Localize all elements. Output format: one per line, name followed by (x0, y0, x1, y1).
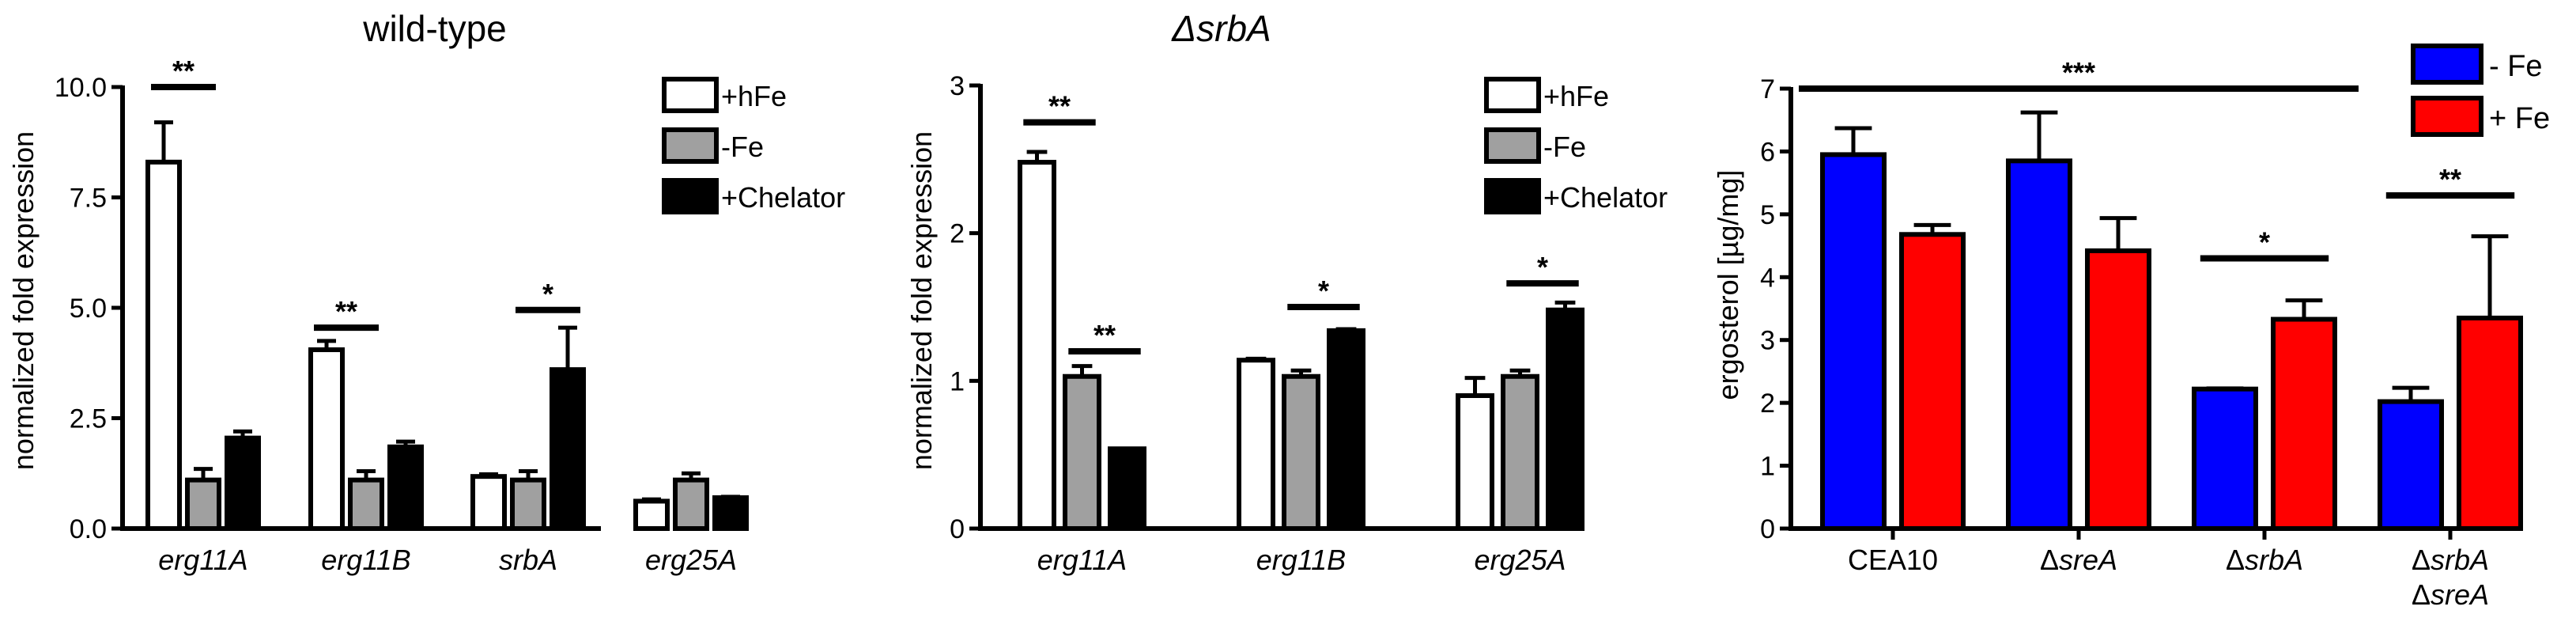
x-tick-label: CEA10 (1848, 544, 1938, 576)
bar-chelator-0 (225, 435, 261, 531)
x-tick-label: erg25A (1474, 544, 1566, 576)
x-tick-label: erg11B (321, 544, 410, 576)
legend-label-minus-fe: - Fe (2489, 50, 2543, 83)
legend-swatch-plus-fe (2411, 96, 2483, 137)
significance-label: ** (1048, 90, 1071, 123)
y-tick-label: 5.0 (70, 294, 107, 324)
legend: - Fe + Fe (2411, 44, 2550, 137)
bar-hfe-2 (470, 474, 507, 532)
x-tick-label: srbA (499, 544, 557, 576)
y-tick-label: 7 (1760, 74, 1775, 104)
panel-delta-srba: ΔsrbA normalized fold expression +hFe -F… (905, 8, 1668, 576)
y-axis-label: ergosterol [µg/mg] (1712, 170, 1744, 400)
significance-label: * (542, 278, 553, 310)
x-tick-label: erg11A (158, 544, 247, 576)
significance-label: * (1537, 251, 1548, 283)
bar-fe-0 (1899, 232, 1966, 531)
bar-fe-0 (185, 477, 221, 531)
bar-fe-1 (2006, 158, 2072, 531)
bar-fe-3 (2457, 315, 2523, 531)
bar-hfe-1 (308, 347, 345, 532)
y-tick-label: 2.5 (70, 404, 107, 434)
x-tick-label: erg11A (1037, 544, 1127, 576)
y-tick-label: 1 (1760, 452, 1775, 482)
y-tick-label: 0 (950, 514, 965, 544)
significance-label: ** (1093, 319, 1116, 351)
y-tick-label: 3 (950, 71, 965, 101)
significance-label: ** (2439, 163, 2461, 195)
legend: +hFe -Fe +Chelator (662, 77, 845, 214)
y-tick-label: 5 (1760, 200, 1775, 230)
legend-label-plus-fe: + Fe (2489, 102, 2550, 135)
bar-fe-0 (1820, 152, 1887, 531)
bar-hfe-3 (633, 498, 670, 531)
x-tick-label: erg25A (645, 544, 737, 576)
bar-fe-2 (1501, 373, 1539, 531)
legend-swatch-chelator (662, 178, 719, 214)
legend-label-hfe: +hFe (721, 80, 787, 112)
bar-chelator-0 (1108, 446, 1146, 532)
significance-label: ** (172, 55, 195, 87)
bar-fe-2 (2192, 386, 2258, 531)
y-tick-label: 3 (1760, 326, 1775, 356)
y-tick-label: 6 (1760, 137, 1775, 167)
bar-chelator-2 (1546, 307, 1585, 531)
x-tick-label: ΔsrbA (2226, 544, 2303, 576)
x-tick-label: ΔsreA (2040, 544, 2117, 576)
bar-fe-3 (2378, 399, 2444, 531)
legend-swatch-hfe (1484, 77, 1541, 113)
panel-ergosterol: ergosterol [µg/mg] - Fe + Fe 0 1 2 3 4 5 6 7 CEA… (1712, 44, 2550, 611)
y-tick-label: 4 (1760, 263, 1775, 293)
bar-fe-2 (510, 477, 546, 531)
bar-hfe-0 (145, 159, 182, 532)
y-axis-label: normalized fold expression (7, 131, 40, 470)
y-tick-label: 2 (1760, 389, 1775, 419)
bar-fe-3 (673, 477, 709, 531)
bar-chelator-1 (387, 444, 424, 532)
bar-fe-1 (348, 477, 384, 531)
x-tick-label: erg11B (1256, 544, 1346, 576)
bar-hfe-0 (1018, 160, 1056, 531)
y-tick-label: 0.0 (70, 514, 107, 544)
legend-swatch-fe (1484, 127, 1541, 164)
legend-label-chelator: +Chelator (721, 181, 845, 214)
bar-chelator-3 (712, 495, 749, 532)
bar-fe-0 (1063, 373, 1101, 531)
bar-chelator-1 (1327, 328, 1365, 531)
bar-fe-1 (1282, 373, 1320, 531)
legend-swatch-minus-fe (2411, 44, 2483, 85)
legend-swatch-fe (662, 127, 719, 164)
y-tick-label: 1 (950, 366, 965, 396)
legend-label-fe: -Fe (1543, 131, 1586, 163)
y-tick-label: 7.5 (70, 184, 107, 214)
legend-swatch-chelator (1484, 178, 1541, 214)
significance-label: *** (2062, 56, 2095, 89)
y-axis-label: normalized fold expression (905, 131, 938, 470)
legend: +hFe -Fe +Chelator (1484, 77, 1668, 214)
y-tick-label: 10.0 (55, 73, 107, 103)
legend-swatch-hfe (662, 77, 719, 113)
significance-label: * (2259, 226, 2270, 258)
panel-wild-type: wild-type normalized fold expression +hF… (7, 8, 845, 576)
y-tick-label: 0 (1760, 514, 1775, 544)
legend-label-chelator: +Chelator (1543, 181, 1668, 214)
bar-fe-2 (2271, 316, 2337, 531)
significance-label: ** (335, 295, 357, 328)
x-tick-label: ΔsreA (2412, 578, 2489, 611)
y-tick-label: 2 (950, 219, 965, 249)
legend-label-fe: -Fe (721, 131, 764, 163)
x-tick-label: ΔsrbA (2412, 544, 2489, 576)
bar-hfe-2 (1456, 393, 1494, 531)
bar-hfe-1 (1237, 358, 1275, 532)
legend-label-hfe: +hFe (1543, 80, 1609, 112)
chart-title: wild-type (362, 8, 507, 49)
bar-chelator-2 (550, 367, 586, 531)
chart-title: ΔsrbA (1171, 8, 1271, 49)
significance-label: * (1318, 275, 1329, 307)
bar-fe-1 (2085, 248, 2151, 531)
